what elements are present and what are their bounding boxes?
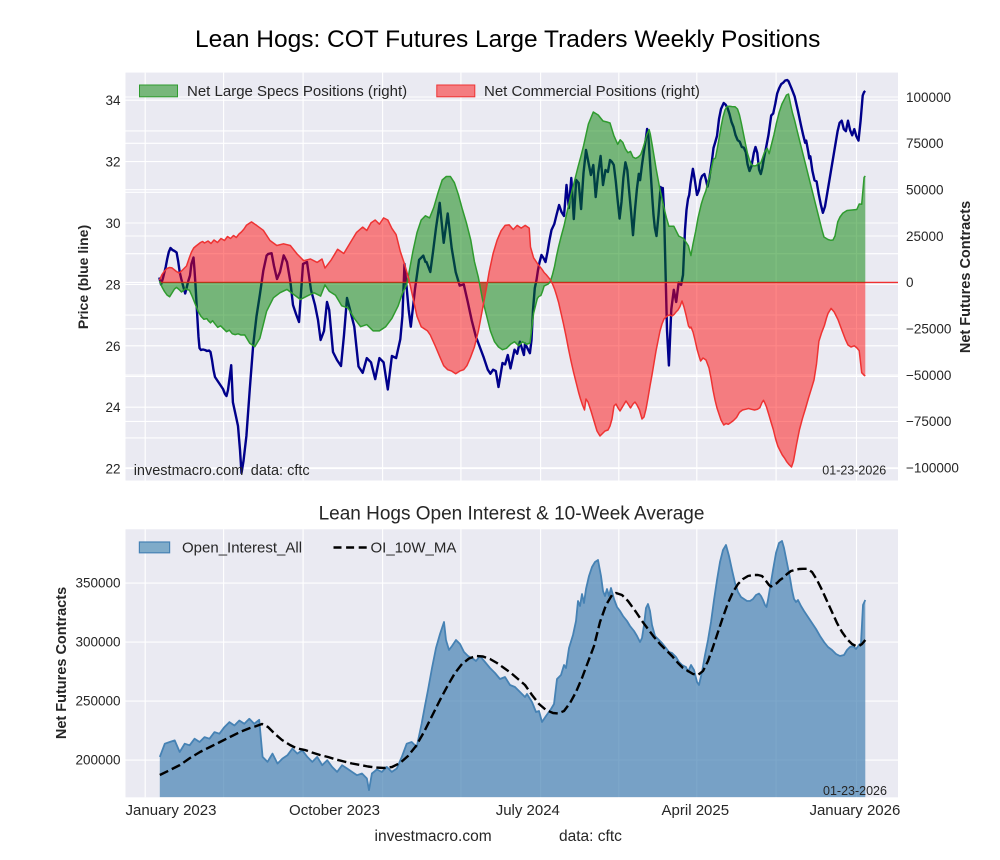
svg-text:data: cftc: data: cftc	[559, 828, 622, 845]
svg-text:October 2023: October 2023	[289, 802, 380, 819]
svg-text:100000: 100000	[906, 90, 951, 105]
svg-text:April 2025: April 2025	[662, 802, 730, 819]
svg-text:January 2023: January 2023	[126, 802, 217, 819]
svg-text:July 2024: July 2024	[496, 802, 560, 819]
svg-text:Lean Hogs Open Interest & 10-W: Lean Hogs Open Interest & 10-Week Averag…	[319, 504, 705, 525]
svg-text:32: 32	[105, 155, 120, 170]
svg-text:75000: 75000	[906, 136, 944, 151]
svg-text:Lean Hogs: COT Futures Large T: Lean Hogs: COT Futures Large Traders Wee…	[195, 26, 821, 53]
svg-text:300000: 300000	[75, 635, 120, 650]
svg-text:Open_Interest_All: Open_Interest_All	[182, 540, 302, 557]
svg-text:January 2026: January 2026	[809, 802, 900, 819]
svg-text:investmacro.com: investmacro.com	[375, 828, 492, 845]
svg-text:28: 28	[105, 277, 120, 292]
svg-text:−100000: −100000	[906, 461, 959, 476]
svg-text:200000: 200000	[75, 753, 120, 768]
svg-text:01-23-2026: 01-23-2026	[822, 464, 886, 478]
svg-text:−75000: −75000	[906, 414, 951, 429]
svg-text:Price (blue line): Price (blue line)	[75, 225, 91, 329]
svg-text:50000: 50000	[906, 183, 944, 198]
svg-text:34: 34	[105, 93, 121, 108]
svg-text:investmacro.com: investmacro.com	[134, 463, 244, 479]
svg-text:OI_10W_MA: OI_10W_MA	[371, 540, 457, 557]
svg-text:Net Large Specs Positions (rig: Net Large Specs Positions (right)	[187, 83, 407, 100]
svg-text:30: 30	[105, 216, 120, 231]
svg-text:Net Futures Contracts: Net Futures Contracts	[54, 587, 70, 739]
svg-text:22: 22	[105, 462, 120, 477]
svg-text:0: 0	[906, 275, 914, 290]
svg-text:−25000: −25000	[906, 322, 951, 337]
svg-text:01-23-2026: 01-23-2026	[823, 784, 887, 798]
svg-text:Net Futures Contracts: Net Futures Contracts	[958, 201, 974, 353]
svg-text:Net Commercial Positions (righ: Net Commercial Positions (right)	[484, 83, 700, 100]
svg-text:data: cftc: data: cftc	[251, 463, 310, 479]
svg-text:−50000: −50000	[906, 368, 951, 383]
svg-text:26: 26	[105, 339, 120, 354]
svg-text:25000: 25000	[906, 229, 944, 244]
svg-text:24: 24	[105, 400, 121, 415]
svg-text:350000: 350000	[75, 576, 120, 591]
svg-text:250000: 250000	[75, 694, 120, 709]
